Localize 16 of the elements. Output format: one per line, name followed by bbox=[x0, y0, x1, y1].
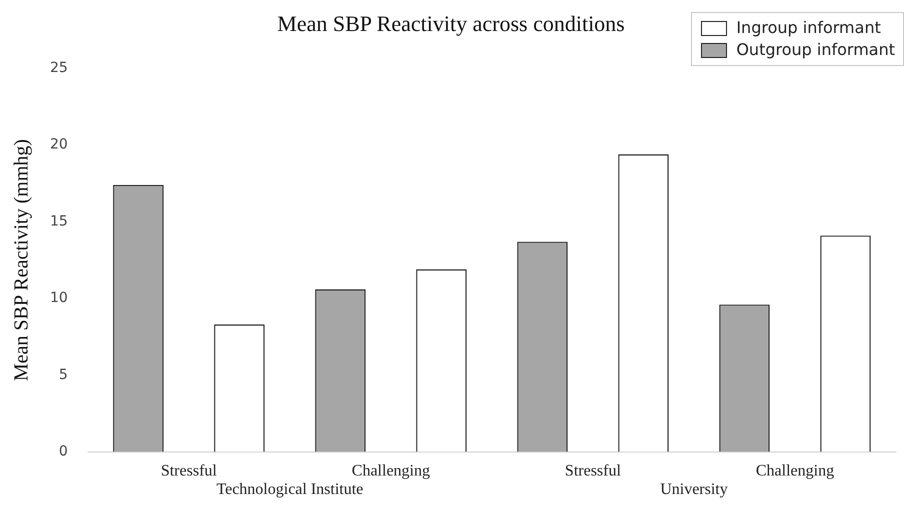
chart-title: Mean SBP Reactivity across conditions bbox=[277, 10, 625, 36]
x-tick-label: Challenging bbox=[352, 462, 430, 480]
x-tick-label: Challenging bbox=[756, 462, 834, 480]
y-tick-label: 5 bbox=[58, 366, 68, 383]
legend-label: Ingroup informant bbox=[736, 17, 881, 39]
y-tick-label: 10 bbox=[50, 290, 68, 306]
y-tick-label: 0 bbox=[58, 443, 68, 460]
y-tick-label: 20 bbox=[50, 136, 68, 153]
legend-label: Outgroup informant bbox=[736, 39, 895, 61]
text: University bbox=[660, 481, 728, 498]
y-axis-title: Mean SBP Reactivity (mmhg) bbox=[10, 139, 32, 382]
y-tick-label: 15 bbox=[50, 213, 68, 230]
x-tick-label: Stressful bbox=[564, 462, 622, 480]
text: Technological Institute bbox=[216, 481, 364, 498]
y-tick-label: 25 bbox=[50, 60, 68, 76]
x-tick-label: Stressful bbox=[160, 462, 218, 480]
